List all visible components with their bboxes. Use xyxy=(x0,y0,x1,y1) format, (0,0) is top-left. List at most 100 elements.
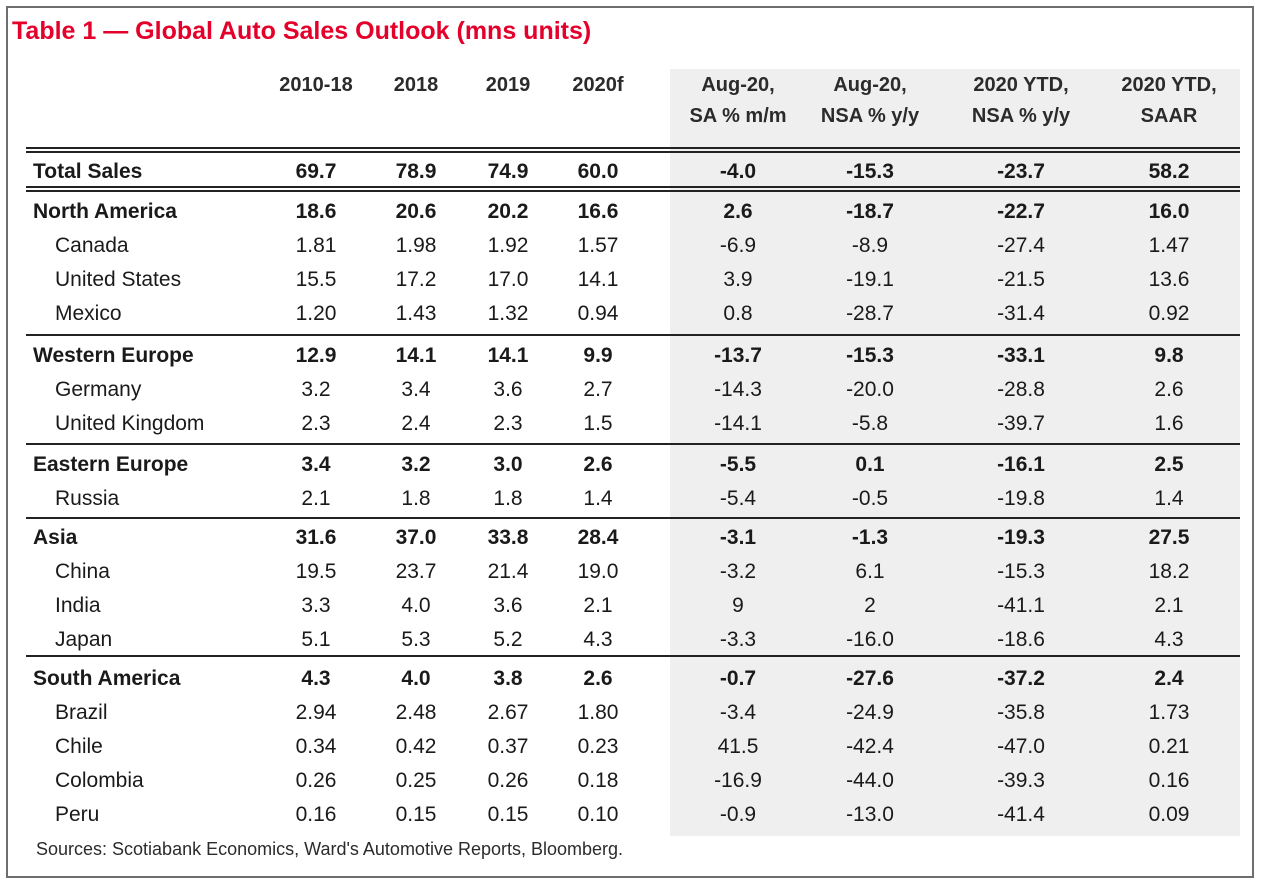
table-cell: 2.4 xyxy=(401,412,431,435)
table-cell: 3.6 xyxy=(493,594,523,617)
table-row: India 3.3 4.0 3.6 2.1 9 2 -41.1 2.1 xyxy=(0,591,1263,621)
table-cell: -39.3 xyxy=(997,769,1045,792)
table-cell: 2.1 xyxy=(1154,594,1184,617)
header-rule xyxy=(26,151,1240,153)
country-label: India xyxy=(55,594,101,617)
region-label: Eastern Europe xyxy=(33,453,189,476)
table-cell: 13.6 xyxy=(1148,268,1190,291)
table-cell: 9 xyxy=(732,594,744,617)
table-cell: -47.0 xyxy=(997,735,1045,758)
table-cell: 41.5 xyxy=(717,735,759,758)
table-cell: 18.6 xyxy=(295,200,337,223)
table-row: Peru 0.16 0.15 0.15 0.10 -0.9 -13.0 -41.4 0.09 xyxy=(0,800,1263,830)
table-cell: 2.5 xyxy=(1154,453,1184,476)
country-label: Peru xyxy=(55,803,100,826)
table-cell: -41.1 xyxy=(997,594,1045,617)
table-cell: 0.21 xyxy=(1148,735,1190,758)
table-cell: 3.9 xyxy=(723,268,753,291)
table-cell: 1.20 xyxy=(295,302,337,325)
table-cell: 2.6 xyxy=(723,200,753,223)
table-cell: -8.9 xyxy=(851,234,889,257)
table-cell: 1.4 xyxy=(1154,487,1184,510)
table-cell: 14.1 xyxy=(577,268,619,291)
table-cell: 2.94 xyxy=(295,701,337,724)
table-cell: 0.18 xyxy=(577,769,619,792)
column-header: Aug-20, NSA % y/y xyxy=(805,70,935,132)
table-cell: 3.6 xyxy=(493,378,523,401)
table-cell: -14.3 xyxy=(714,378,762,401)
table-cell: -0.9 xyxy=(719,803,757,826)
column-header-line: SA % m/m xyxy=(689,105,787,127)
table-cell: 5.1 xyxy=(301,628,331,651)
table-cell: 27.5 xyxy=(1148,526,1190,549)
table-cell: 1.8 xyxy=(401,487,431,510)
column-header: 2019 xyxy=(463,70,553,101)
region-label: North America xyxy=(33,200,177,223)
table-row: Mexico 1.20 1.43 1.32 0.94 0.8 -28.7 -31.4 0.92 xyxy=(0,299,1263,329)
country-label: Russia xyxy=(55,487,120,510)
table-cell: -6.9 xyxy=(719,234,757,257)
country-label: Brazil xyxy=(55,701,108,724)
table-cell: 4.3 xyxy=(1154,628,1184,651)
table-cell: 3.3 xyxy=(301,594,331,617)
table-cell: 2.67 xyxy=(487,701,529,724)
table-cell: -28.8 xyxy=(997,378,1045,401)
country-label: China xyxy=(55,560,110,583)
table-cell: -18.7 xyxy=(846,200,894,223)
table-cell: 6.1 xyxy=(855,560,885,583)
table-row: China 19.5 23.7 21.4 19.0 -3.2 6.1 -15.3 18.2 xyxy=(0,557,1263,587)
column-header-line: 2020 YTD, xyxy=(1121,74,1217,96)
table-cell: 3.4 xyxy=(401,378,431,401)
column-header: 2020f xyxy=(553,70,643,101)
table-cell: -15.3 xyxy=(846,344,894,367)
table-cell: -35.8 xyxy=(997,701,1045,724)
total-rule xyxy=(26,190,1240,192)
table-cell: 1.81 xyxy=(295,234,337,257)
table-cell: -5.5 xyxy=(719,453,757,476)
column-header: 2018 xyxy=(371,70,461,101)
column-header: Aug-20, SA % m/m xyxy=(673,70,803,132)
column-header-line: 2020f xyxy=(572,74,624,96)
group-rule xyxy=(26,517,1240,519)
column-header-line: NSA % y/y xyxy=(820,105,920,127)
table-cell: -31.4 xyxy=(997,302,1045,325)
country-label: Mexico xyxy=(55,302,122,325)
table-cell: 4.0 xyxy=(401,667,431,690)
table-cell: 0.25 xyxy=(395,769,437,792)
table-cell: 0.10 xyxy=(577,803,619,826)
table-cell: 2.1 xyxy=(583,594,613,617)
table-cell: 0.1 xyxy=(855,453,885,476)
shaded-column-group xyxy=(670,69,1240,836)
table-cell: 2.6 xyxy=(1154,378,1184,401)
table-cell: 2.6 xyxy=(583,667,613,690)
country-label: United States xyxy=(55,268,182,291)
table-cell: 4.0 xyxy=(401,594,431,617)
table-row: Japan 5.1 5.3 5.2 4.3 -3.3 -16.0 -18.6 4.3 xyxy=(0,625,1263,655)
table-cell: -23.7 xyxy=(997,160,1045,183)
table-cell: -19.3 xyxy=(997,526,1045,549)
table-cell: -3.3 xyxy=(719,628,757,651)
table-cell: -5.8 xyxy=(851,412,889,435)
table-row: Western Europe 12.9 14.1 14.1 9.9 -13.7 -15.3 -… xyxy=(0,341,1263,371)
table-row: United States 15.5 17.2 17.0 14.1 3.9 -19.1 -21… xyxy=(0,265,1263,295)
table-row: Germany 3.2 3.4 3.6 2.7 -14.3 -20.0 -28.8 2.6 xyxy=(0,375,1263,405)
table-cell: -42.4 xyxy=(846,735,894,758)
table-cell: -13.7 xyxy=(714,344,762,367)
table-cell: 1.4 xyxy=(583,487,613,510)
column-header-line: Aug-20, xyxy=(833,74,907,96)
table-cell: 19.5 xyxy=(295,560,337,583)
table-cell: 9.8 xyxy=(1154,344,1184,367)
source-note: Sources: Scotiabank Economics, Ward's Au… xyxy=(36,839,624,859)
table-title: Table 1 — Global Auto Sales Outlook (mns… xyxy=(12,17,592,45)
table-cell: -37.2 xyxy=(997,667,1045,690)
table-cell: -3.4 xyxy=(719,701,757,724)
table-cell: 4.3 xyxy=(301,667,331,690)
table-cell: 37.0 xyxy=(395,526,437,549)
table-cell: 14.1 xyxy=(395,344,437,367)
table-cell: 0.92 xyxy=(1148,302,1190,325)
table-row: Eastern Europe 3.4 3.2 3.0 2.6 -5.5 0.1 -16.1 2.… xyxy=(0,450,1263,480)
column-header: 2020 YTD, SAAR xyxy=(1099,70,1239,132)
table-cell: 1.6 xyxy=(1154,412,1184,435)
table-cell: -19.8 xyxy=(997,487,1045,510)
table-cell: -14.1 xyxy=(714,412,762,435)
